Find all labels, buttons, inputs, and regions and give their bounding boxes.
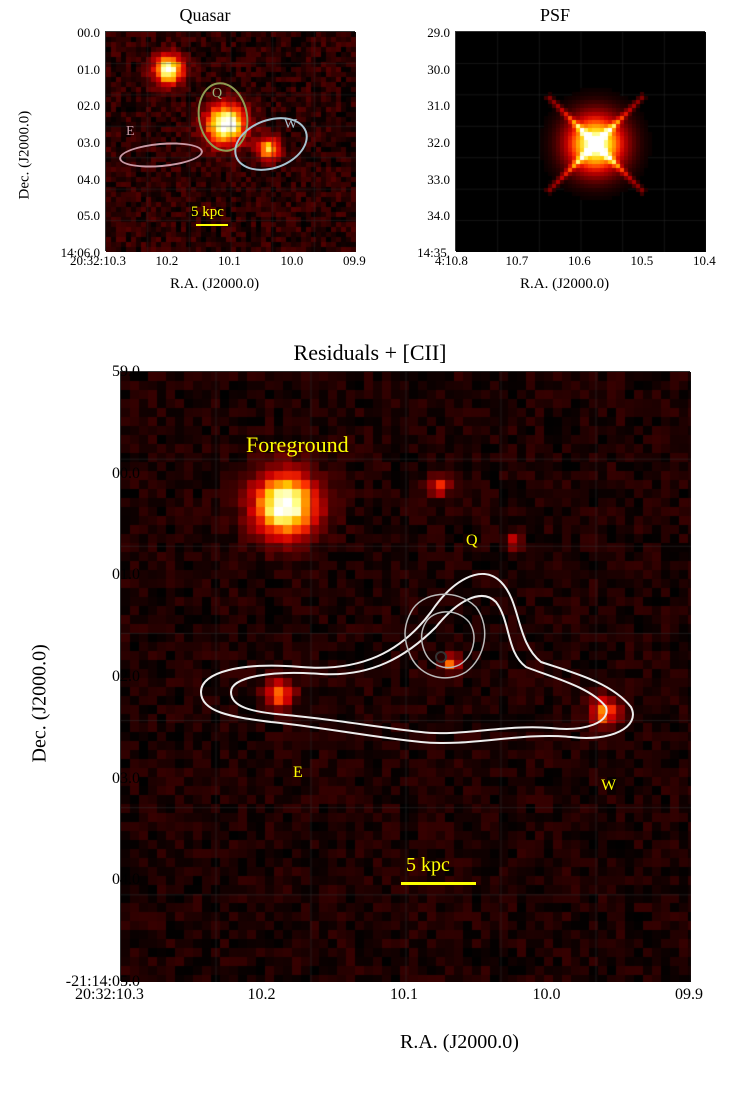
residuals-panel: Residuals + [CII] Dec. (J2000.0) Foregro… [20, 340, 720, 981]
quasar-ylabel: Dec. (J2000.0) [17, 80, 34, 200]
quasar-scalebar [196, 224, 228, 226]
label-q: Q [466, 532, 478, 550]
residuals-heatmap [121, 372, 691, 982]
quasar-title: Quasar [50, 5, 360, 26]
label-e: E [293, 764, 303, 782]
residuals-xlabel: R.A. (J2000.0) [400, 1031, 519, 1054]
region-label-q: Q [212, 86, 222, 102]
label-w: W [601, 777, 616, 795]
quasar-plot: Q E W 5 kpc [105, 31, 355, 251]
residuals-plot: Foreground Q E W 5 kpc [120, 371, 690, 981]
psf-panel: PSF 29.030.031.032.033.034.014:35. 4:10.… [400, 5, 710, 251]
quasar-xlabel: R.A. (J2000.0) [170, 276, 259, 293]
residuals-scalebar [401, 882, 476, 885]
psf-title: PSF [400, 5, 710, 26]
region-label-e: E [126, 124, 135, 140]
region-label-w: W [284, 117, 297, 133]
residuals-scalelabel: 5 kpc [406, 854, 450, 877]
psf-heatmap [456, 32, 706, 252]
quasar-panel: Quasar Dec. (J2000.0) Q E W 5 kpc 00.001… [50, 5, 360, 251]
label-foreground: Foreground [246, 432, 349, 458]
psf-plot [455, 31, 705, 251]
quasar-scalelabel: 5 kpc [191, 204, 224, 221]
quasar-heatmap [106, 32, 356, 252]
psf-xlabel: R.A. (J2000.0) [520, 276, 609, 293]
